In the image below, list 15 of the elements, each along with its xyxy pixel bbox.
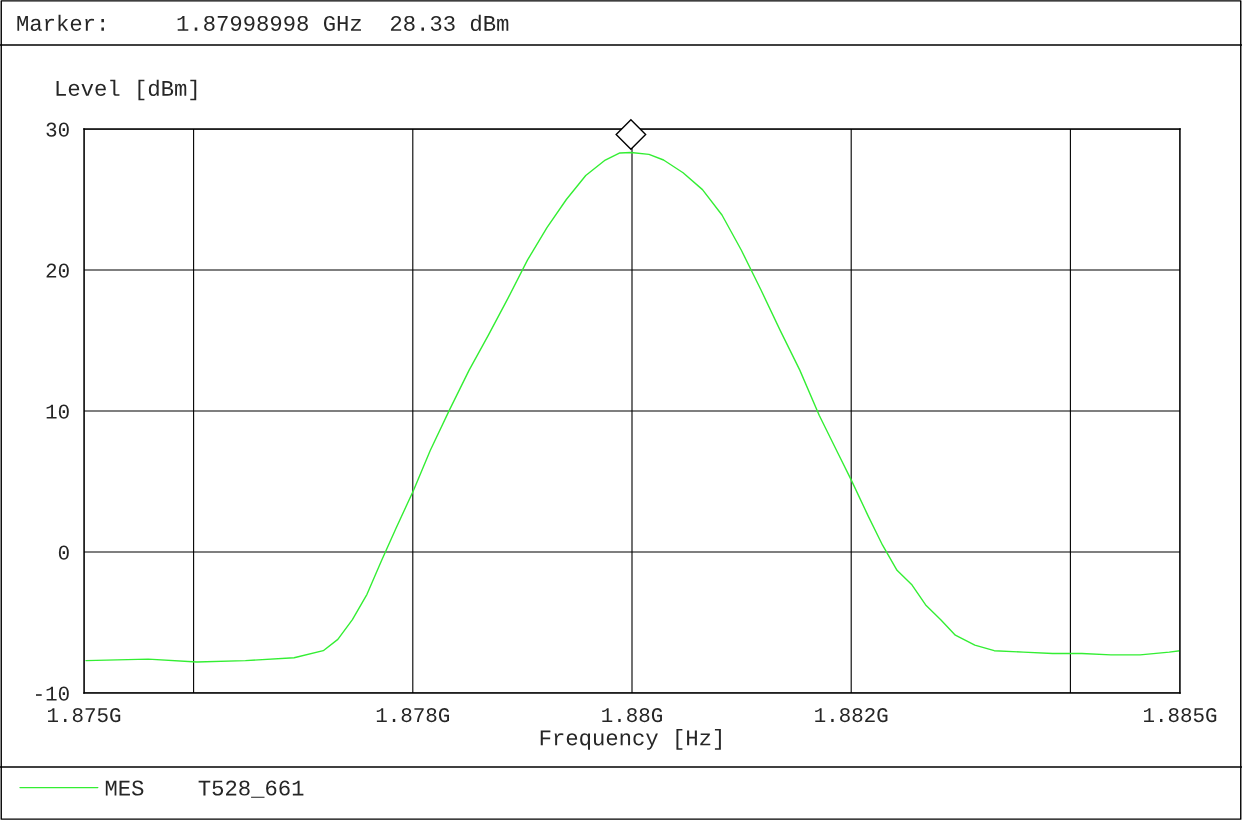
x-tick-label: 1.875G (48, 708, 121, 723)
x-axis-title: Frequency [Hz] (540, 729, 721, 750)
x-tick-label: 1.885G (1144, 708, 1217, 723)
y-tick-label: 0 (58, 545, 69, 560)
legend-label: MES T528_661 (105, 780, 304, 798)
x-tick-label: 1.88G (602, 708, 662, 723)
x-tick-label: 1.878G (376, 708, 450, 723)
y-tick-label: 20 (46, 263, 69, 278)
line-series (85, 151, 1180, 663)
y-tick-label: -10 (36, 686, 69, 701)
y-tick-label: 10 (46, 404, 69, 419)
y-tick-label: 30 (46, 122, 69, 137)
text: Marker: 1.87998998 GHz 28.33 dBm (17, 14, 509, 32)
y-axis-title: Level [dBm] (56, 79, 197, 101)
x-tick-label: 1.882G (815, 708, 888, 723)
